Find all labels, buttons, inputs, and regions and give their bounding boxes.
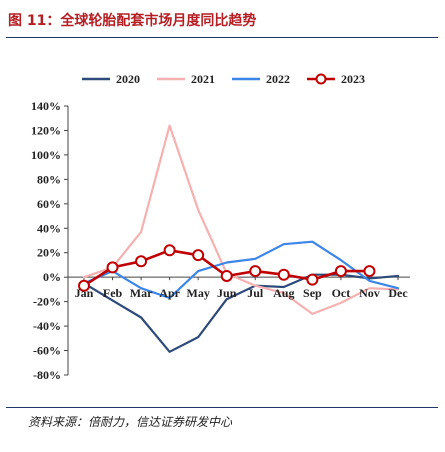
- series-2020: [82, 273, 400, 353]
- x-tick-label-mar: Mar: [130, 286, 153, 300]
- data-point-2023-jun: [220, 269, 233, 282]
- y-tick-label: 40%: [37, 221, 61, 235]
- series-lines: [78, 124, 400, 353]
- series-line-2022: [82, 240, 400, 300]
- data-point-2023-sep: [306, 273, 319, 286]
- y-tick-label: -20%: [33, 295, 61, 309]
- y-tick-label: 120%: [31, 123, 61, 137]
- figure-title: 图 11：全球轮胎配套市场月度同比趋势: [8, 13, 257, 29]
- y-tick-label: -80%: [33, 368, 61, 382]
- data-point-2023-mar: [135, 255, 148, 268]
- x-tick-label-may: May: [187, 286, 210, 300]
- data-point-2023-feb: [106, 261, 119, 274]
- data-point-2023-aug: [277, 268, 290, 281]
- y-tick-label: -60%: [33, 344, 61, 358]
- x-tick-label-dec: Dec: [388, 286, 408, 300]
- x-tick-label-nov: Nov: [359, 286, 380, 300]
- x-tick-label-jan: Jan: [75, 286, 94, 300]
- data-point-2023-jan: [78, 279, 90, 292]
- legend-label-2022: 2022: [266, 72, 290, 86]
- series-line-2020: [82, 273, 400, 353]
- x-tick-label-apr: Apr: [159, 286, 180, 300]
- series-2021: [82, 124, 400, 315]
- y-tick-label: 0%: [43, 270, 61, 284]
- x-tick-label-jul: Jul: [247, 286, 264, 300]
- legend-item-2022: 2022: [232, 72, 290, 86]
- legend-item-2023: 2023: [307, 72, 365, 86]
- title-divider: [6, 37, 438, 38]
- legend-marker-2023: [315, 73, 327, 85]
- source-note: 资料来源：倍耐力，信达证券研发中心: [28, 415, 233, 429]
- x-tick-label-aug: Aug: [273, 286, 294, 300]
- y-tick-label: 60%: [37, 197, 61, 211]
- legend-label-2021: 2021: [191, 72, 215, 86]
- legend-label-2020: 2020: [116, 72, 140, 86]
- data-point-2023-oct: [334, 265, 347, 278]
- y-tick-label: 20%: [37, 246, 61, 260]
- source-divider: [6, 407, 438, 408]
- legend-label-2023: 2023: [341, 72, 365, 86]
- x-tick-labels: Jan Feb Mar Apr May Jun Jul Aug Sep Oct Nov Dec: [75, 286, 409, 300]
- series-2023: [78, 244, 376, 292]
- x-tick-label-jun: Jun: [217, 286, 237, 300]
- chart-axes: [64, 105, 410, 376]
- data-point-2023-may: [192, 249, 205, 262]
- series-2022: [82, 240, 400, 300]
- tick-labels: 140% 120% 100% 80% 60% 40% 20% 0% -20% -40% -60% -8…: [31, 99, 61, 382]
- x-tick-label-feb: Feb: [103, 286, 123, 300]
- chart-legend: 2020 2021 2022 2023: [82, 72, 365, 86]
- x-tick-label-oct: Oct: [332, 286, 351, 300]
- y-tick-label: -40%: [33, 319, 61, 333]
- data-point-2023-jul: [249, 265, 262, 278]
- y-tick-label: 100%: [31, 148, 61, 162]
- data-point-2023-nov: [363, 265, 376, 278]
- legend-item-2021: 2021: [157, 72, 215, 86]
- y-tick-label: 140%: [31, 99, 61, 113]
- data-point-2023-apr: [163, 244, 176, 257]
- series-line-2021: [82, 124, 400, 315]
- y-tick-label: 80%: [37, 172, 61, 186]
- legend-item-2020: 2020: [82, 72, 140, 86]
- x-tick-label-sep: Sep: [303, 286, 322, 300]
